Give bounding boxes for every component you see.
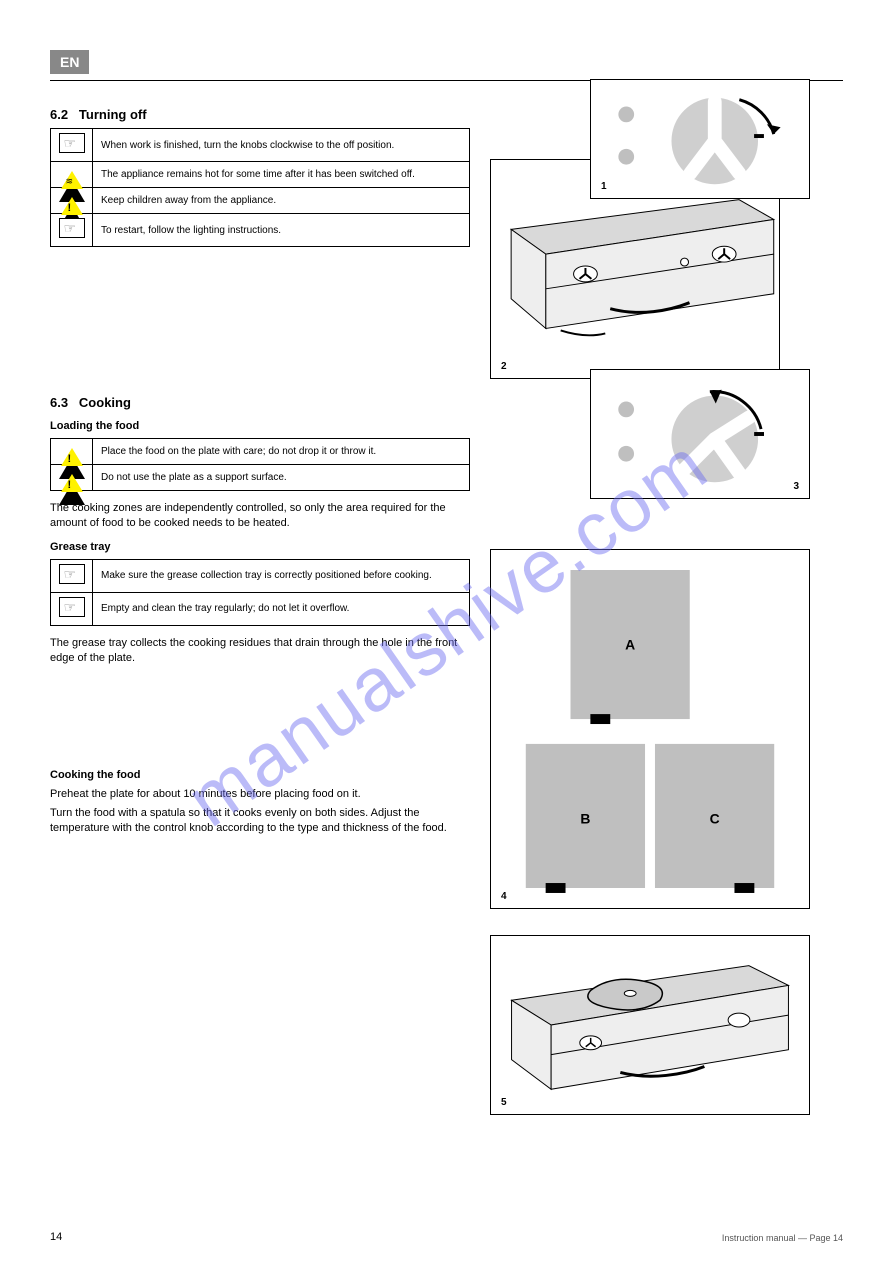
hand-icon: [59, 597, 85, 617]
subheading-grease: Grease tray: [50, 541, 470, 553]
notice-text: Do not use the plate as a support surfac…: [93, 465, 470, 491]
figure-knob-on: 1: [590, 79, 810, 199]
icon-cell: [51, 214, 93, 247]
icon-cell: !: [51, 439, 93, 465]
zone-label-a: A: [625, 637, 635, 653]
notice-text: Empty and clean the tray regularly; do n…: [93, 592, 470, 625]
zone-label-c: C: [710, 810, 720, 826]
zones-svg: A B C: [491, 550, 809, 908]
icon-cell: [51, 592, 93, 625]
hand-icon: [59, 133, 85, 153]
table-row: Empty and clean the tray regularly; do n…: [51, 592, 470, 625]
zone-label-b: B: [580, 810, 590, 826]
paragraph-zones: The cooking zones are independently cont…: [50, 501, 470, 531]
knob-off-svg: [591, 370, 809, 498]
section-heading-off: 6.2 Turning off: [50, 107, 470, 122]
left-column: 6.2 Turning off When work is finished, t…: [50, 99, 470, 1115]
figure-knob-off: 3: [590, 369, 810, 499]
section-number: 6.2: [50, 107, 68, 122]
figure-cooking: 5: [490, 935, 810, 1115]
hand-icon: [59, 564, 85, 584]
icon-cell: ≋: [51, 162, 93, 188]
two-column-layout: 6.2 Turning off When work is finished, t…: [50, 99, 843, 1115]
right-column: 1: [490, 99, 843, 1115]
notice-text: Keep children away from the appliance.: [93, 188, 470, 214]
section-number: 6.3: [50, 395, 68, 410]
subheading-loading: Loading the food: [50, 420, 470, 432]
figure-label: 4: [497, 889, 511, 904]
language-badge: EN: [50, 50, 89, 74]
figure-label: 5: [497, 1095, 511, 1110]
figure-group-off: 1: [490, 79, 810, 509]
figure-label: 1: [597, 179, 611, 194]
footer-text: Instruction manual — Page 14: [722, 1233, 843, 1243]
notice-table-off: When work is finished, turn the knobs cl…: [50, 128, 470, 247]
notice-text: Make sure the grease collection tray is …: [93, 559, 470, 592]
notice-text: The appliance remains hot for some time …: [93, 162, 470, 188]
section-title: Turning off: [79, 107, 147, 122]
figure-label: 2: [497, 359, 511, 374]
notice-text: When work is finished, turn the knobs cl…: [93, 129, 470, 162]
section-heading-cooking: 6.3 Cooking: [50, 395, 470, 410]
knob-on-svg: [591, 80, 809, 198]
page-number: 14: [50, 1231, 62, 1243]
notice-table-grease: Make sure the grease collection tray is …: [50, 559, 470, 626]
icon-cell: [51, 559, 93, 592]
table-row: ! Keep children away from the appliance.: [51, 188, 470, 214]
table-row: Make sure the grease collection tray is …: [51, 559, 470, 592]
paragraph-preheat: Preheat the plate for about 10 minutes b…: [50, 787, 470, 802]
cooking-svg: [491, 936, 809, 1114]
warning-icon: !: [59, 472, 85, 505]
table-row: ≋ The appliance remains hot for some tim…: [51, 162, 470, 188]
table-row: When work is finished, turn the knobs cl…: [51, 129, 470, 162]
table-row: To restart, follow the lighting instruct…: [51, 214, 470, 247]
icon-cell: [51, 129, 93, 162]
paragraph-turn: Turn the food with a spatula so that it …: [50, 806, 470, 836]
figure-label: 3: [789, 479, 803, 494]
table-row: ! Do not use the plate as a support surf…: [51, 465, 470, 491]
section-title: Cooking: [79, 395, 131, 410]
table-row: ! Place the food on the plate with care;…: [51, 439, 470, 465]
figure-zones: A B C 4: [490, 549, 810, 909]
notice-text: Place the food on the plate with care; d…: [93, 439, 470, 465]
paragraph-grease: The grease tray collects the cooking res…: [50, 636, 470, 666]
subheading-cooking: Cooking the food: [50, 769, 470, 781]
notice-text: To restart, follow the lighting instruct…: [93, 214, 470, 247]
notice-table-loading: ! Place the food on the plate with care;…: [50, 438, 470, 491]
hand-icon: [59, 218, 85, 238]
